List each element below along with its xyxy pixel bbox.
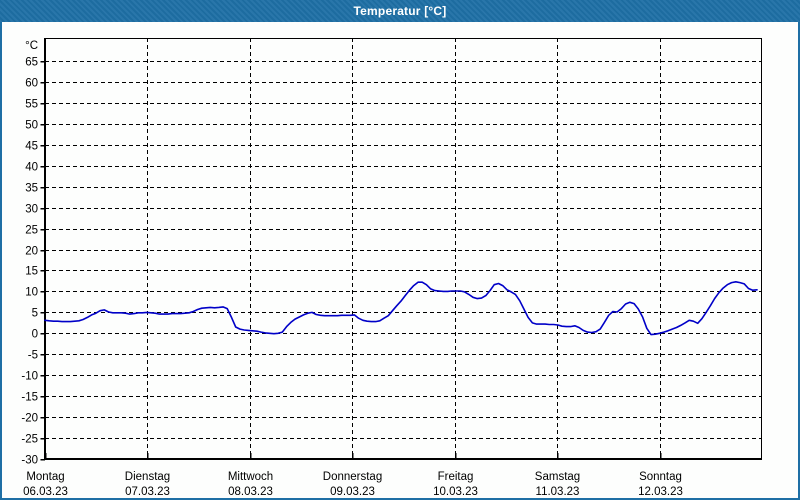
title-bar: Temperatur [°C]	[0, 0, 800, 22]
y-tick-label: -25	[21, 434, 38, 446]
y-tick-label: 0	[32, 329, 38, 341]
x-day-label: Freitag	[438, 471, 474, 483]
y-tick-label: 20	[25, 246, 38, 258]
window-border-right	[798, 22, 800, 500]
y-tick-label: 25	[25, 225, 38, 237]
y-tick-label: 60	[25, 78, 38, 90]
x-date-label: 12.03.23	[638, 486, 683, 498]
y-tick-label: 15	[25, 266, 38, 278]
window-border-bottom	[0, 498, 800, 500]
y-tick-label: -10	[21, 371, 38, 383]
y-tick-label: 65	[25, 57, 38, 69]
y-tick-label: -20	[21, 413, 38, 425]
plot-border	[45, 38, 762, 459]
x-date-label: 07.03.23	[125, 486, 170, 498]
x-day-label: Mittwoch	[228, 471, 273, 483]
x-day-label: Samstag	[535, 471, 580, 483]
y-tick-label: 5	[32, 308, 38, 320]
y-tick-label: 30	[25, 204, 38, 216]
y-tick-label: 50	[25, 120, 38, 132]
y-tick-label: 55	[25, 99, 38, 111]
x-date-label: 09.03.23	[330, 486, 375, 498]
y-axis-unit-label: °C	[25, 40, 38, 52]
y-tick-label: 10	[25, 287, 38, 299]
x-date-label: 06.03.23	[23, 486, 68, 498]
y-tick-label: -5	[28, 350, 38, 362]
y-tick-label: 45	[25, 141, 38, 153]
x-day-label: Donnerstag	[323, 471, 382, 483]
x-date-label: 10.03.23	[433, 486, 478, 498]
x-day-label: Montag	[26, 471, 64, 483]
y-tick-label: -30	[21, 455, 38, 467]
x-date-label: 11.03.23	[536, 486, 580, 498]
y-tick-label: 40	[25, 162, 38, 174]
y-tick-label: 35	[25, 183, 38, 195]
x-day-label: Sonntag	[639, 471, 682, 483]
temperature-line	[44, 280, 758, 336]
y-tick-label: -15	[21, 392, 38, 404]
x-date-label: 08.03.23	[228, 486, 273, 498]
x-day-label: Dienstag	[125, 471, 170, 483]
window-title: Temperatur [°C]	[353, 4, 447, 18]
window-border-left	[0, 22, 2, 500]
